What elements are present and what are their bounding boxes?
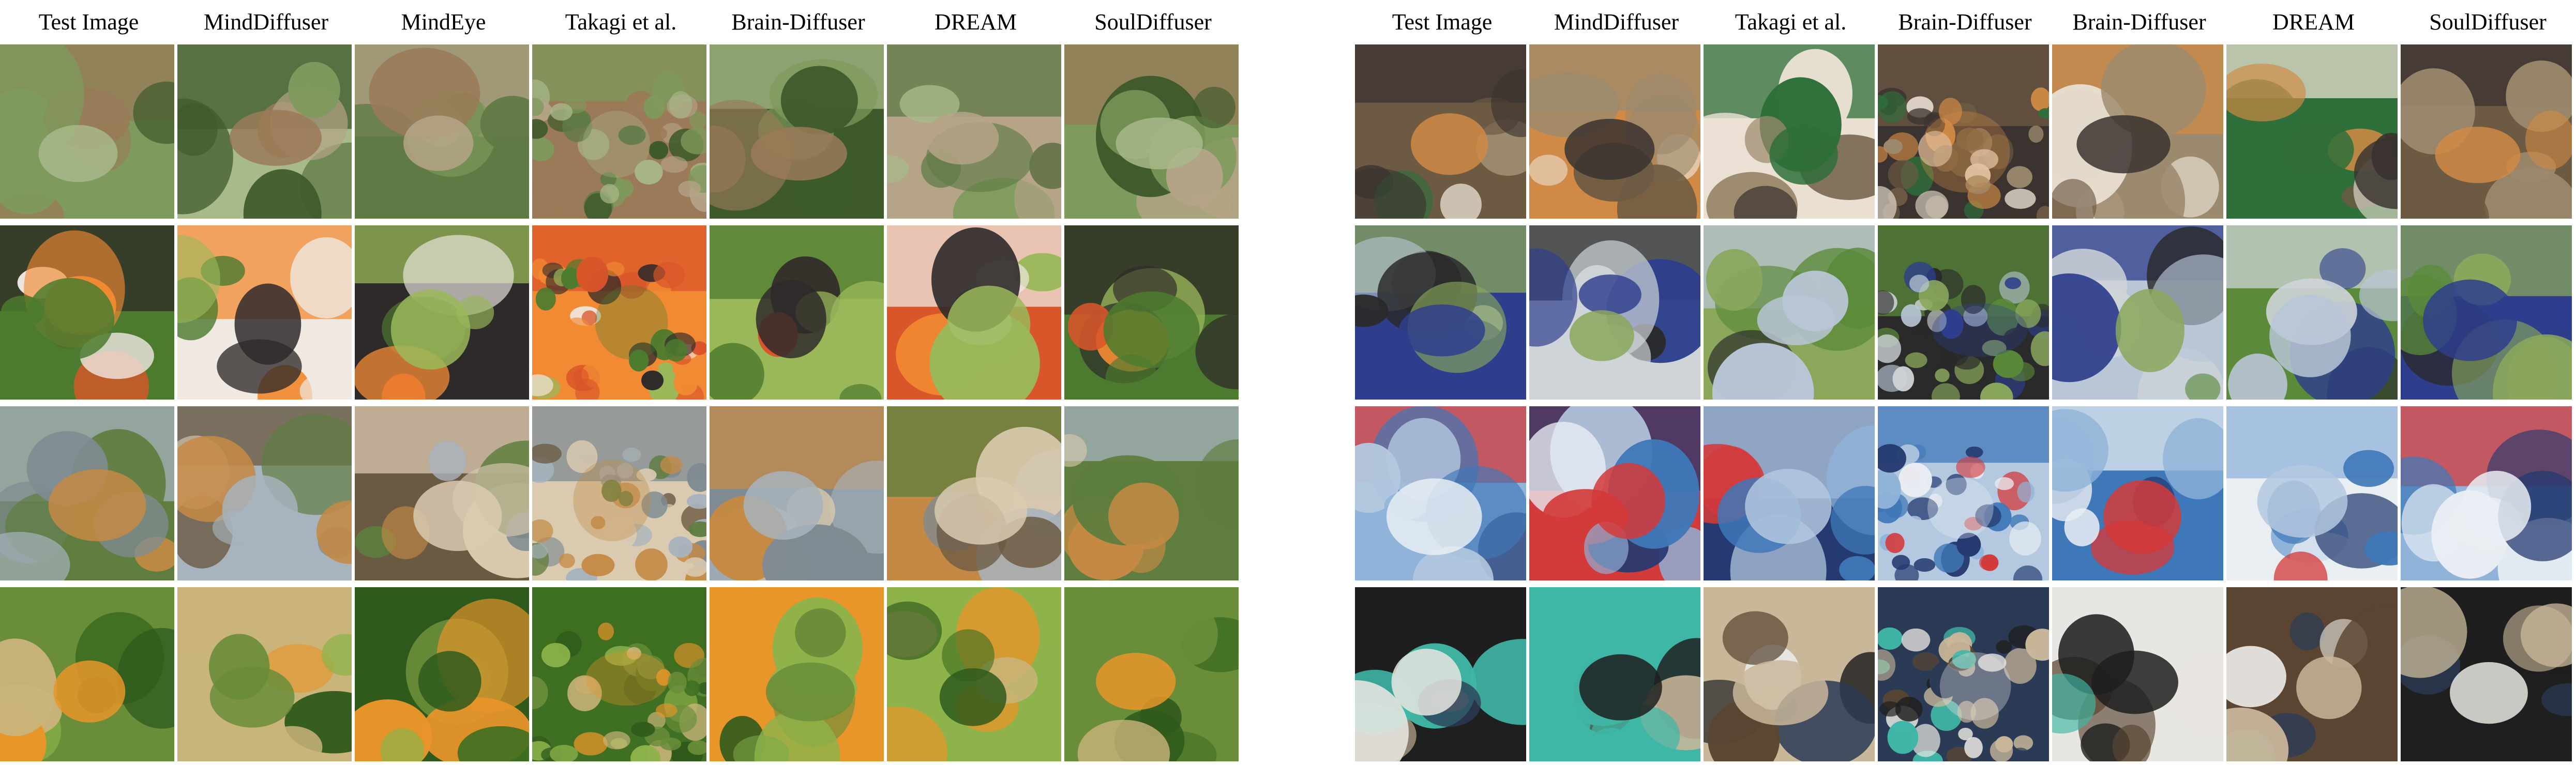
left-image-vegetable-dish-col-4 [710,225,884,400]
left-image-giraffe-col-3 [532,406,706,580]
left-image-bear-col-1 [177,44,352,219]
right-column-headers: Test Image MindDiffuser Takagi et al. Br… [1355,0,2576,42]
left-image-vegetable-dish-col-2 [355,225,529,400]
left-image-orange-tree-col-0 [0,587,174,761]
left-header-col-1: MindDiffuser [203,9,329,35]
right-image-cat-col-1 [1529,44,1700,219]
left-header-col-3: Takagi et al. [565,9,677,35]
right-header-col-2: Takagi et al. [1735,9,1847,35]
left-image-giraffe-col-6 [1064,406,1239,580]
right-image-airplane-col-5 [2226,406,2398,580]
right-header-col-4: Brain-Diffuser [2072,9,2206,35]
right-image-motocross-col-3 [1878,225,2049,400]
left-image-orange-tree-col-1 [177,587,352,761]
right-comparison-panel: Test Image MindDiffuser Takagi et al. Br… [1355,0,2576,765]
left-image-bear-col-6 [1064,44,1239,219]
left-column-headers: Test Image MindDiffuser MindEye Takagi e… [0,0,1241,42]
right-image-airplane-col-2 [1704,406,1875,580]
right-image-bathroom-col-1 [1529,587,1700,761]
right-image-bathroom-col-3 [1878,587,2049,761]
right-image-bathroom-col-0 [1355,587,1526,761]
right-header-col-0: Test Image [1392,9,1493,35]
right-image-airplane-col-6 [2401,406,2572,580]
left-image-vegetable-dish-col-0 [0,225,174,400]
right-image-cat-col-4 [2052,44,2223,219]
right-image-cat-col-5 [2226,44,2398,219]
left-image-bear-col-0 [0,44,174,219]
left-image-bear-col-2 [355,44,529,219]
left-image-vegetable-dish-col-6 [1064,225,1239,400]
right-image-bathroom-col-5 [2226,587,2398,761]
right-image-motocross-col-2 [1704,225,1875,400]
left-image-vegetable-dish-col-3 [532,225,706,400]
right-header-col-5: DREAM [2272,9,2355,35]
left-header-col-5: DREAM [935,9,1017,35]
left-image-bear-col-4 [710,44,884,219]
right-image-cat-col-3 [1878,44,2049,219]
right-image-motocross-col-5 [2226,225,2398,400]
right-image-cat-col-2 [1704,44,1875,219]
left-header-col-2: MindEye [401,9,486,35]
left-image-orange-tree-col-6 [1064,587,1239,761]
left-image-giraffe-col-0 [0,406,174,580]
left-image-orange-tree-col-2 [355,587,529,761]
right-image-airplane-col-1 [1529,406,1700,580]
left-image-bear-col-5 [887,44,1061,219]
left-image-giraffe-col-1 [177,406,352,580]
right-image-motocross-col-4 [2052,225,2223,400]
right-image-bathroom-col-6 [2401,587,2572,761]
right-image-motocross-col-6 [2401,225,2572,400]
right-header-col-1: MindDiffuser [1554,9,1679,35]
right-image-motocross-col-1 [1529,225,1700,400]
right-image-motocross-col-0 [1355,225,1526,400]
left-comparison-panel: Test Image MindDiffuser MindEye Takagi e… [0,0,1241,765]
left-image-giraffe-col-5 [887,406,1061,580]
left-image-orange-tree-col-3 [532,587,706,761]
right-image-airplane-col-0 [1355,406,1526,580]
left-image-vegetable-dish-col-5 [887,225,1061,400]
right-image-bathroom-col-2 [1704,587,1875,761]
left-image-giraffe-col-4 [710,406,884,580]
left-header-col-0: Test Image [38,9,139,35]
right-image-airplane-col-4 [2052,406,2223,580]
left-image-bear-col-3 [532,44,706,219]
left-image-orange-tree-col-5 [887,587,1061,761]
left-header-col-6: SoulDiffuser [1094,9,1212,35]
left-image-orange-tree-col-4 [710,587,884,761]
left-header-col-4: Brain-Diffuser [731,9,865,35]
left-image-giraffe-col-2 [355,406,529,580]
right-header-col-3: Brain-Diffuser [1898,9,2032,35]
right-image-airplane-col-3 [1878,406,2049,580]
right-image-bathroom-col-4 [2052,587,2223,761]
right-image-cat-col-6 [2401,44,2572,219]
right-image-cat-col-0 [1355,44,1526,219]
left-image-vegetable-dish-col-1 [177,225,352,400]
right-header-col-6: SoulDiffuser [2429,9,2547,35]
